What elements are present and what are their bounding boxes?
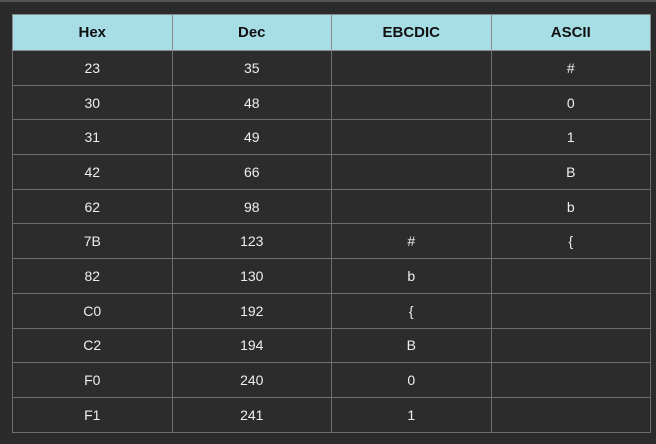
table-row: 82 130 b: [12, 258, 651, 294]
cell-ebcdic: [331, 188, 492, 225]
table-row: 30 48 0: [12, 84, 651, 121]
hex-dec-ebcdic-ascii-table: Hex Dec EBCDIC ASCII 23 35 #30 48 0 31 49 1 42 66…: [12, 14, 651, 433]
cell-dec: 240: [171, 362, 332, 398]
cell-ebcdic: 0: [331, 362, 492, 398]
cell-hex: F1: [12, 396, 173, 433]
cell-hex: 7B: [12, 223, 173, 260]
cell-hex: 62: [12, 188, 173, 225]
cell-dec: 48: [171, 84, 332, 121]
cell-ebcdic: [331, 119, 492, 156]
table-body: 23 35 #30 48 0 31 49 1 42 66 B 62 98 b 7B 123 #{82 130 b C0…: [12, 50, 651, 433]
cell-dec: 194: [171, 327, 332, 364]
table-row: C0 192{: [12, 292, 651, 329]
header-ebcdic: EBCDIC: [331, 14, 492, 51]
cell-ebcdic: [331, 154, 492, 190]
table-row: F0 240 0: [12, 362, 651, 398]
cell-hex: 30: [12, 84, 173, 121]
cell-dec: 241: [171, 396, 332, 433]
cell-dec: 49: [171, 119, 332, 156]
cell-dec: 66: [171, 154, 332, 190]
header-ascii: ASCII: [490, 14, 651, 51]
cell-ascii: [490, 362, 651, 398]
cell-ebcdic: B: [331, 327, 492, 364]
cell-ebcdic: [331, 50, 492, 86]
cell-ascii: 0: [490, 84, 651, 121]
cell-hex: 82: [12, 258, 173, 294]
cell-ebcdic: b: [331, 258, 492, 294]
cell-dec: 98: [171, 188, 332, 225]
table-row: F1 241 1: [12, 396, 651, 433]
header-dec: Dec: [171, 14, 332, 51]
cell-ebcdic: #: [331, 223, 492, 260]
cell-hex: C2: [12, 327, 173, 364]
cell-ebcdic: [331, 84, 492, 121]
cell-hex: 23: [12, 50, 173, 86]
table-row: 7B 123 #{: [12, 223, 651, 260]
cell-dec: 123: [171, 223, 332, 260]
cell-dec: 192: [171, 292, 332, 329]
cell-hex: 42: [12, 154, 173, 190]
cell-ascii: [490, 327, 651, 364]
cell-hex: F0: [12, 362, 173, 398]
table-row: 42 66 B: [12, 154, 651, 190]
table-header-row: Hex Dec EBCDIC ASCII: [12, 14, 651, 51]
cell-dec: 130: [171, 258, 332, 294]
cell-ascii: b: [490, 188, 651, 225]
cell-hex: C0: [12, 292, 173, 329]
cell-ascii: [490, 292, 651, 329]
header-hex: Hex: [12, 14, 173, 51]
cell-ascii: {: [490, 223, 651, 260]
table-row: C2 194 B: [12, 327, 651, 364]
cell-ebcdic: {: [331, 292, 492, 329]
cell-ebcdic: 1: [331, 396, 492, 433]
table-container: Hex Dec EBCDIC ASCII 23 35 #30 48 0 31 49 1 42 66…: [12, 14, 651, 433]
cell-ascii: 1: [490, 119, 651, 156]
cell-ascii: [490, 258, 651, 294]
table-row: 62 98 b: [12, 188, 651, 225]
cell-dec: 35: [171, 50, 332, 86]
cell-ascii: #: [490, 50, 651, 86]
cell-ascii: B: [490, 154, 651, 190]
table-row: 23 35 #: [12, 50, 651, 86]
cell-ascii: [490, 396, 651, 433]
cell-hex: 31: [12, 119, 173, 156]
table-row: 31 49 1: [12, 119, 651, 156]
